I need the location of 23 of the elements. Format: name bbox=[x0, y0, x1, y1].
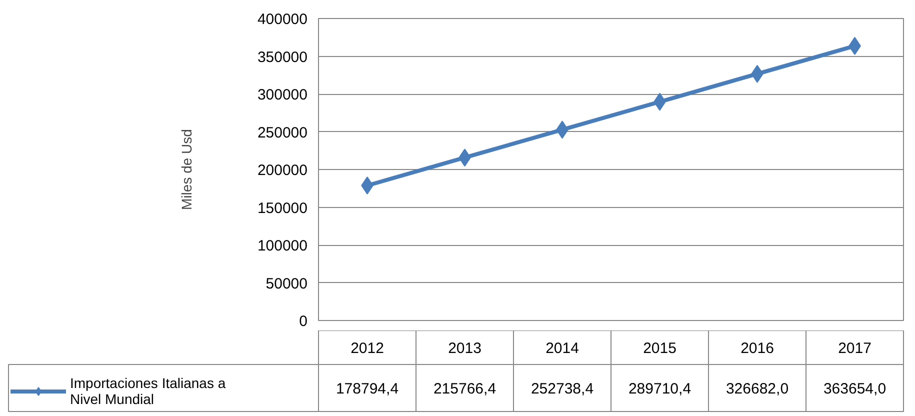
y-tick-label: 150000 bbox=[257, 200, 308, 217]
y-tick-label: 350000 bbox=[257, 48, 308, 66]
y-tick-label: 300000 bbox=[257, 86, 308, 104]
x-tick-label: 2016 bbox=[740, 340, 774, 357]
legend-label: Importaciones Italianas a Nivel Mundial bbox=[70, 375, 226, 407]
data-label: 363654,0 bbox=[823, 380, 886, 398]
x-tick-label: 2012 bbox=[350, 340, 384, 357]
x-tick-label: 2015 bbox=[643, 340, 676, 357]
x-tick-label: 2014 bbox=[546, 340, 579, 357]
y-tick-label: 50000 bbox=[266, 275, 308, 292]
x-tick-label: 2013 bbox=[448, 340, 482, 357]
x-tick-label: 2017 bbox=[838, 340, 872, 357]
data-label: 178794,4 bbox=[336, 380, 399, 398]
y-tick-label: 250000 bbox=[257, 124, 308, 142]
data-label: 326682,0 bbox=[726, 380, 789, 398]
data-label: 289710,4 bbox=[628, 380, 692, 398]
y-tick-label: 100000 bbox=[257, 238, 308, 254]
y-axis-title: Miles de Usd bbox=[178, 129, 194, 210]
y-tick-label: 0 bbox=[299, 313, 308, 330]
data-label: 252738,4 bbox=[530, 380, 594, 398]
data-label: 215766,4 bbox=[433, 380, 496, 398]
y-tick-label: 400000 bbox=[257, 11, 308, 28]
y-tick-label: 200000 bbox=[257, 162, 308, 179]
